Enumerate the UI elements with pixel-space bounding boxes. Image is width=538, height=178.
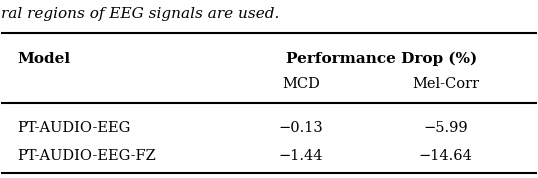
Text: Model: Model xyxy=(17,52,70,66)
Text: PT-AUDIO-EEG: PT-AUDIO-EEG xyxy=(17,121,131,135)
Text: −5.99: −5.99 xyxy=(423,121,468,135)
Text: −14.64: −14.64 xyxy=(419,149,472,163)
Text: Mel-Corr: Mel-Corr xyxy=(412,77,479,91)
Text: −1.44: −1.44 xyxy=(279,149,323,163)
Text: −0.13: −0.13 xyxy=(279,121,323,135)
Text: ral regions of EEG signals are used.: ral regions of EEG signals are used. xyxy=(2,7,280,21)
Text: MCD: MCD xyxy=(282,77,320,91)
Text: Performance Drop (%): Performance Drop (%) xyxy=(286,52,477,66)
Text: PT-AUDIO-EEG-FZ: PT-AUDIO-EEG-FZ xyxy=(17,149,156,163)
